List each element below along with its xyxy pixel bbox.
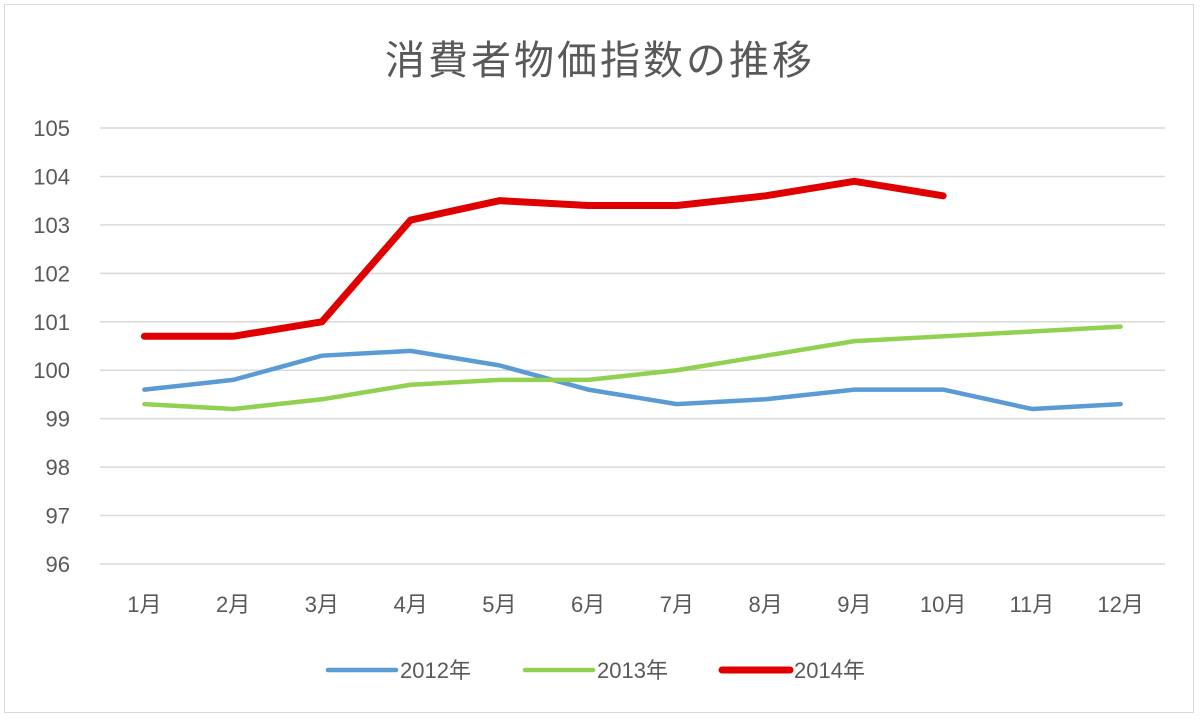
legend-label: 2013年 bbox=[597, 658, 668, 683]
series-line-2014年 bbox=[140, 177, 947, 340]
x-tick-label: 10月 bbox=[920, 592, 966, 617]
x-tick-label: 11月 bbox=[1009, 592, 1054, 617]
x-tick-label: 5月 bbox=[482, 592, 516, 617]
series-line-2012年 bbox=[142, 348, 1123, 412]
y-tick-label: 103 bbox=[33, 213, 70, 238]
y-tick-label: 96 bbox=[46, 552, 70, 577]
legend-label: 2014年 bbox=[794, 658, 865, 683]
series-line-2013年 bbox=[142, 324, 1123, 412]
y-tick-label: 99 bbox=[46, 407, 70, 432]
x-tick-label: 3月 bbox=[305, 592, 339, 617]
y-tick-label: 105 bbox=[33, 116, 70, 141]
y-tick-label: 97 bbox=[46, 504, 70, 529]
x-tick-label: 9月 bbox=[837, 592, 871, 617]
chart-title: 消費者物価指数の推移 bbox=[385, 38, 815, 84]
y-tick-label: 98 bbox=[46, 455, 70, 480]
y-tick-label: 102 bbox=[33, 261, 70, 286]
x-tick-label: 7月 bbox=[660, 592, 694, 617]
y-tick-label: 104 bbox=[33, 164, 70, 189]
x-tick-label: 2月 bbox=[216, 592, 250, 617]
x-tick-label: 12月 bbox=[1097, 592, 1143, 617]
x-tick-label: 6月 bbox=[571, 592, 605, 617]
series-lines bbox=[140, 177, 1123, 412]
legend-label: 2012年 bbox=[400, 658, 471, 683]
gridlines bbox=[100, 127, 1165, 565]
chart-frame bbox=[4, 4, 1194, 713]
x-tick-label: 4月 bbox=[394, 592, 428, 617]
x-tick-label: 8月 bbox=[749, 592, 783, 617]
y-axis-ticks: 96 97 98 99 100 101 102 103 104 105 bbox=[33, 116, 70, 577]
y-tick-label: 101 bbox=[33, 310, 70, 335]
y-tick-label: 100 bbox=[33, 358, 70, 383]
legend: 2012年 2013年 2014年 bbox=[325, 658, 865, 683]
x-tick-label: 1月 bbox=[127, 592, 161, 617]
x-axis-ticks: 1月 2月 3月 4月 5月 6月 7月 8月 9月 10月 11月 12月 bbox=[127, 592, 1144, 617]
